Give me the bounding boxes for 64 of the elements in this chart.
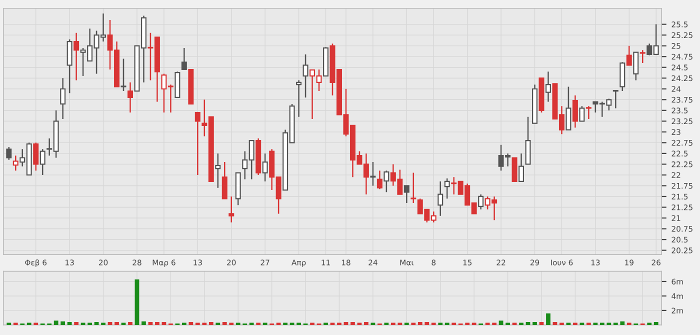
candlestick — [384, 170, 390, 193]
candlestick — [222, 161, 228, 200]
candlestick — [410, 172, 416, 204]
candlestick — [66, 38, 72, 94]
bar — [142, 321, 146, 325]
bar — [148, 322, 153, 325]
bar — [74, 322, 79, 325]
bar — [620, 321, 625, 325]
bar — [424, 322, 430, 325]
candlestick — [40, 148, 46, 176]
candlestick — [181, 47, 187, 70]
bar — [188, 322, 194, 325]
candlestick — [194, 112, 200, 176]
bar — [539, 322, 544, 325]
candlestick — [33, 142, 39, 172]
bar — [114, 322, 119, 325]
candlestick — [518, 152, 524, 182]
candlestick — [545, 71, 551, 102]
candlestick — [633, 52, 639, 81]
candlestick — [620, 62, 626, 92]
bar — [546, 313, 550, 325]
candlestick — [640, 50, 646, 64]
candlestick — [612, 90, 618, 109]
candlestick — [6, 146, 12, 161]
bar — [94, 322, 99, 325]
bar — [552, 322, 558, 325]
candlestick — [586, 105, 592, 120]
candlestick — [376, 170, 382, 190]
candlestick — [404, 185, 410, 204]
candlestick — [128, 82, 133, 114]
bar — [526, 322, 530, 325]
bar — [128, 322, 132, 325]
bar — [344, 322, 348, 325]
candlestick — [572, 94, 578, 128]
candlestick — [438, 180, 444, 216]
bar — [155, 322, 160, 325]
bar — [364, 322, 368, 325]
bar — [532, 322, 537, 325]
bar — [67, 322, 72, 325]
bar — [222, 322, 227, 325]
candlestick — [370, 161, 376, 186]
bar — [350, 322, 355, 325]
bar — [134, 279, 140, 325]
candlestick — [228, 196, 234, 223]
candlestick — [296, 80, 302, 118]
bar — [162, 322, 166, 325]
candlestick — [512, 157, 518, 182]
candlestick — [262, 152, 268, 182]
bar — [54, 320, 58, 325]
candlestick — [120, 58, 126, 92]
bar — [108, 322, 112, 325]
candlestick — [579, 105, 585, 122]
candlestick — [60, 77, 66, 120]
candlestick — [566, 86, 572, 130]
bar — [208, 322, 214, 325]
candlestick — [74, 32, 80, 81]
candlestick — [626, 45, 632, 66]
bar — [654, 322, 658, 325]
bar — [498, 320, 504, 325]
candlestick — [525, 116, 531, 165]
candlestick — [215, 152, 221, 189]
bar — [418, 322, 422, 325]
candlestick — [444, 178, 450, 200]
bar — [60, 321, 66, 325]
